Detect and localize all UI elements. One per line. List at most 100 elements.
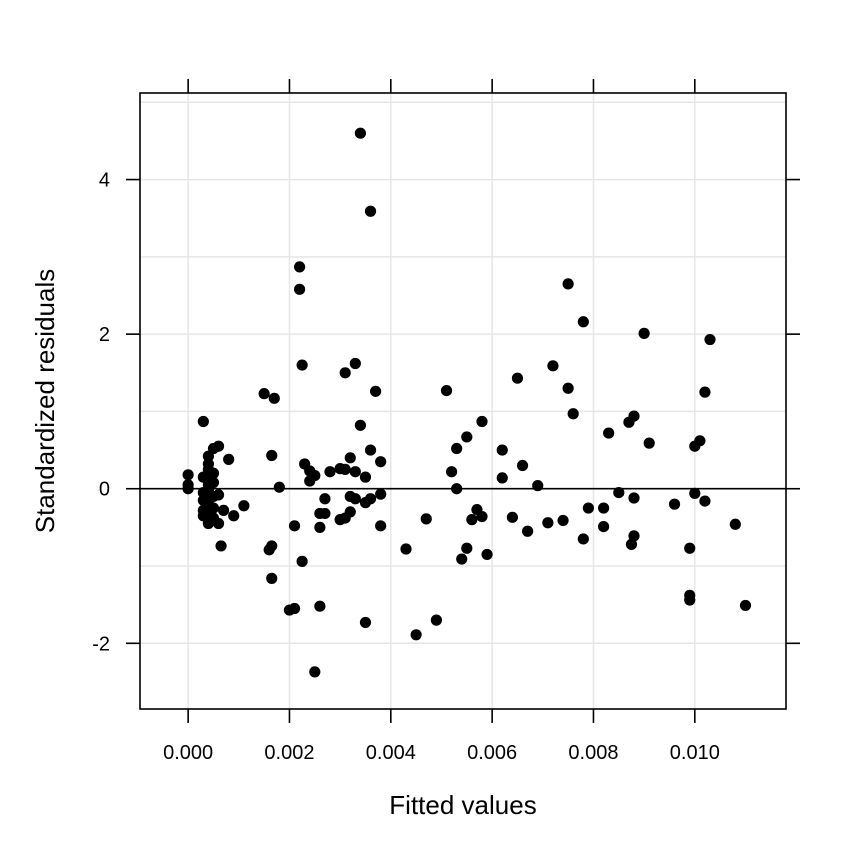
data-point-97 (481, 548, 493, 561)
data-point-120 (628, 410, 640, 422)
data-point-54 (314, 521, 326, 533)
data-point-45 (294, 283, 306, 295)
data-point-57 (319, 493, 331, 505)
data-point-134 (704, 333, 716, 346)
data-point-88 (451, 442, 463, 455)
data-point-46 (296, 359, 308, 371)
data-point-79 (375, 456, 387, 468)
data-point-93 (466, 514, 478, 526)
data-point-30 (218, 504, 230, 516)
data-point-42 (288, 520, 301, 532)
data-point-65 (344, 506, 356, 518)
data-point-115 (598, 520, 610, 533)
data-point-90 (456, 553, 468, 565)
data-point-37 (266, 540, 278, 552)
data-point-44 (294, 261, 306, 273)
data-point-75 (364, 205, 377, 217)
data-point-104 (532, 480, 544, 492)
data-point-83 (410, 629, 422, 641)
y-tick-label-0: -2 (92, 633, 110, 655)
data-point-71 (354, 127, 366, 139)
data-point-96 (476, 510, 488, 523)
data-point-26 (212, 440, 225, 452)
x-tick-label-4: 0.008 (568, 742, 618, 764)
data-point-103 (522, 525, 534, 537)
data-point-39 (268, 392, 280, 404)
data-point-78 (370, 385, 382, 397)
y-axis-title: Standardized residuals (30, 269, 60, 534)
data-point-91 (461, 431, 473, 443)
data-point-70 (354, 419, 366, 431)
data-point-82 (400, 543, 412, 555)
data-point-64 (344, 452, 356, 464)
data-point-87 (446, 466, 458, 478)
data-point-114 (598, 502, 610, 514)
data-point-101 (511, 372, 524, 384)
data-point-92 (461, 542, 473, 554)
data-point-132 (699, 386, 711, 398)
data-point-29 (215, 540, 227, 552)
data-point-3 (197, 415, 209, 428)
data-point-128 (684, 594, 696, 606)
data-point-32 (228, 510, 240, 522)
data-point-68 (349, 466, 361, 478)
axis-ticks (126, 79, 800, 723)
data-point-99 (496, 472, 508, 484)
grid-lines (140, 93, 786, 709)
data-point-51 (309, 469, 321, 482)
data-point-86 (440, 384, 453, 397)
data-point-2 (182, 483, 194, 495)
data-point-108 (562, 278, 574, 290)
data-point-113 (582, 502, 595, 514)
data-point-130 (689, 487, 701, 499)
x-tick-label-3: 0.006 (467, 742, 517, 764)
data-point-74 (359, 616, 372, 629)
x-tick-label-1: 0.002 (264, 742, 314, 764)
data-point-31 (223, 453, 235, 465)
data-point-107 (557, 514, 569, 527)
data-point-56 (319, 507, 331, 520)
data-point-95 (476, 415, 488, 428)
data-point-121 (628, 492, 640, 504)
data-point-77 (364, 493, 377, 505)
data-point-28 (212, 517, 225, 530)
data-point-69 (349, 493, 361, 505)
data-point-34 (258, 388, 270, 400)
data-point-110 (567, 408, 579, 420)
data-point-72 (359, 471, 372, 483)
data-point-109 (562, 382, 574, 394)
x-tick-label-0: 0.000 (163, 742, 213, 764)
plot-frame (139, 92, 787, 710)
data-point-0 (182, 469, 194, 481)
data-point-123 (638, 327, 650, 339)
x-tick-label-5: 0.010 (670, 742, 720, 764)
data-point-21 (207, 467, 220, 479)
data-point-135 (729, 518, 741, 530)
data-point-112 (577, 533, 589, 545)
data-point-105 (542, 517, 554, 529)
data-point-61 (339, 367, 351, 379)
data-point-102 (516, 459, 529, 472)
y-tick-label-1: 0 (99, 479, 110, 501)
data-point-58 (324, 466, 336, 478)
data-point-124 (643, 437, 655, 449)
data-point-127 (684, 542, 696, 554)
data-point-76 (364, 444, 377, 456)
data-point-67 (349, 357, 361, 370)
data-point-52 (309, 666, 321, 678)
data-point-33 (238, 500, 250, 512)
data-point-133 (699, 495, 711, 507)
data-point-98 (496, 444, 508, 456)
data-point-80 (375, 488, 387, 500)
data-point-24 (207, 502, 220, 514)
x-axis-title: Fitted values (389, 790, 536, 820)
data-point-125 (668, 498, 681, 510)
data-point-36 (266, 449, 278, 462)
data-point-27 (212, 489, 225, 501)
data-point-40 (273, 481, 285, 493)
data-point-89 (451, 483, 463, 495)
data-point-81 (375, 520, 387, 532)
data-point-100 (506, 511, 518, 523)
